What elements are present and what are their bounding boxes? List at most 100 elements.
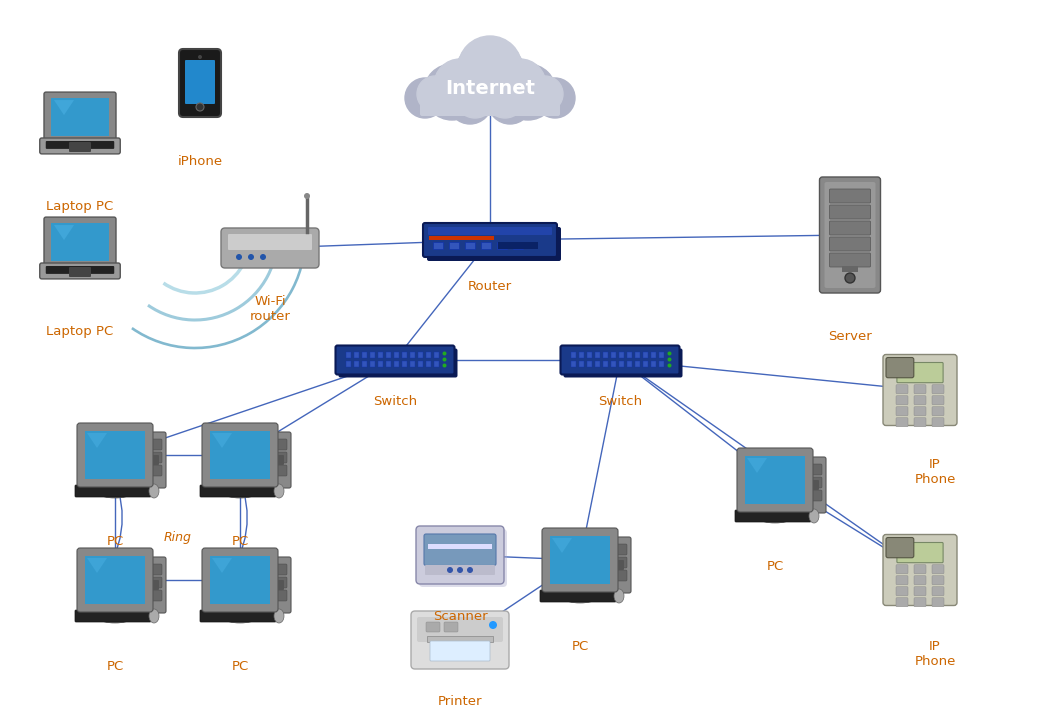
FancyBboxPatch shape <box>267 452 287 463</box>
FancyBboxPatch shape <box>542 528 618 592</box>
FancyBboxPatch shape <box>603 537 631 593</box>
FancyBboxPatch shape <box>267 465 287 476</box>
FancyBboxPatch shape <box>210 556 270 604</box>
FancyBboxPatch shape <box>602 361 608 366</box>
Text: IP
Phone: IP Phone <box>914 640 955 668</box>
Polygon shape <box>54 225 74 240</box>
FancyBboxPatch shape <box>634 361 639 366</box>
Polygon shape <box>212 433 232 448</box>
FancyBboxPatch shape <box>802 477 822 488</box>
FancyBboxPatch shape <box>595 361 599 366</box>
FancyBboxPatch shape <box>270 455 284 465</box>
FancyBboxPatch shape <box>428 544 492 549</box>
FancyBboxPatch shape <box>586 351 592 358</box>
Circle shape <box>667 363 671 368</box>
FancyBboxPatch shape <box>932 418 944 426</box>
FancyBboxPatch shape <box>842 266 858 272</box>
FancyBboxPatch shape <box>932 407 944 416</box>
Text: Internet: Internet <box>445 78 535 98</box>
FancyBboxPatch shape <box>914 586 926 596</box>
Circle shape <box>667 351 671 355</box>
FancyBboxPatch shape <box>142 452 162 463</box>
FancyBboxPatch shape <box>444 622 458 632</box>
FancyBboxPatch shape <box>179 49 221 117</box>
FancyBboxPatch shape <box>425 565 495 575</box>
FancyBboxPatch shape <box>44 217 116 267</box>
Circle shape <box>488 80 532 124</box>
FancyBboxPatch shape <box>897 363 943 383</box>
FancyBboxPatch shape <box>896 576 908 585</box>
Circle shape <box>845 273 855 283</box>
Text: PC: PC <box>231 535 249 548</box>
FancyBboxPatch shape <box>394 361 399 366</box>
FancyBboxPatch shape <box>39 263 120 279</box>
FancyBboxPatch shape <box>896 396 908 405</box>
FancyBboxPatch shape <box>417 351 422 358</box>
FancyBboxPatch shape <box>142 564 162 575</box>
FancyBboxPatch shape <box>369 361 375 366</box>
FancyBboxPatch shape <box>914 384 926 394</box>
Text: PC: PC <box>571 640 588 653</box>
FancyBboxPatch shape <box>830 221 870 235</box>
Circle shape <box>198 55 202 59</box>
Polygon shape <box>212 558 232 573</box>
FancyBboxPatch shape <box>886 358 914 378</box>
FancyBboxPatch shape <box>423 223 556 257</box>
FancyBboxPatch shape <box>142 439 162 450</box>
FancyBboxPatch shape <box>69 142 92 152</box>
Ellipse shape <box>275 609 284 623</box>
FancyBboxPatch shape <box>401 361 406 366</box>
Circle shape <box>423 64 480 120</box>
Text: Laptop PC: Laptop PC <box>47 200 114 213</box>
FancyBboxPatch shape <box>202 423 278 487</box>
Circle shape <box>458 36 522 100</box>
Circle shape <box>304 193 310 199</box>
FancyBboxPatch shape <box>385 351 390 358</box>
Polygon shape <box>747 458 767 473</box>
FancyBboxPatch shape <box>550 536 610 584</box>
Circle shape <box>443 363 447 368</box>
Ellipse shape <box>614 589 624 603</box>
FancyBboxPatch shape <box>270 580 284 590</box>
FancyBboxPatch shape <box>541 590 616 602</box>
FancyBboxPatch shape <box>498 242 538 249</box>
FancyBboxPatch shape <box>430 641 491 661</box>
Polygon shape <box>54 100 74 115</box>
FancyBboxPatch shape <box>394 351 399 358</box>
FancyBboxPatch shape <box>85 556 145 604</box>
Polygon shape <box>87 433 107 448</box>
FancyBboxPatch shape <box>932 384 944 394</box>
Circle shape <box>535 78 575 118</box>
Circle shape <box>443 351 447 355</box>
Ellipse shape <box>809 509 819 523</box>
FancyBboxPatch shape <box>200 485 276 497</box>
FancyBboxPatch shape <box>378 361 382 366</box>
FancyBboxPatch shape <box>914 576 926 585</box>
FancyBboxPatch shape <box>883 534 957 605</box>
FancyBboxPatch shape <box>410 361 415 366</box>
FancyBboxPatch shape <box>932 576 944 585</box>
FancyBboxPatch shape <box>378 351 382 358</box>
FancyBboxPatch shape <box>426 351 431 358</box>
FancyBboxPatch shape <box>142 590 162 601</box>
FancyBboxPatch shape <box>423 534 496 565</box>
FancyBboxPatch shape <box>263 557 290 613</box>
Circle shape <box>417 76 453 112</box>
FancyBboxPatch shape <box>411 611 509 669</box>
FancyBboxPatch shape <box>896 418 908 426</box>
FancyBboxPatch shape <box>426 361 431 366</box>
Circle shape <box>485 78 525 118</box>
FancyBboxPatch shape <box>362 351 366 358</box>
FancyBboxPatch shape <box>650 351 655 358</box>
FancyBboxPatch shape <box>883 355 957 426</box>
FancyBboxPatch shape <box>429 236 494 240</box>
FancyBboxPatch shape <box>449 242 459 249</box>
FancyBboxPatch shape <box>602 351 608 358</box>
FancyBboxPatch shape <box>77 548 153 612</box>
FancyBboxPatch shape <box>46 141 114 149</box>
FancyBboxPatch shape <box>610 560 624 570</box>
Ellipse shape <box>275 484 284 498</box>
FancyBboxPatch shape <box>420 86 560 116</box>
Circle shape <box>196 103 204 111</box>
FancyBboxPatch shape <box>427 227 561 261</box>
